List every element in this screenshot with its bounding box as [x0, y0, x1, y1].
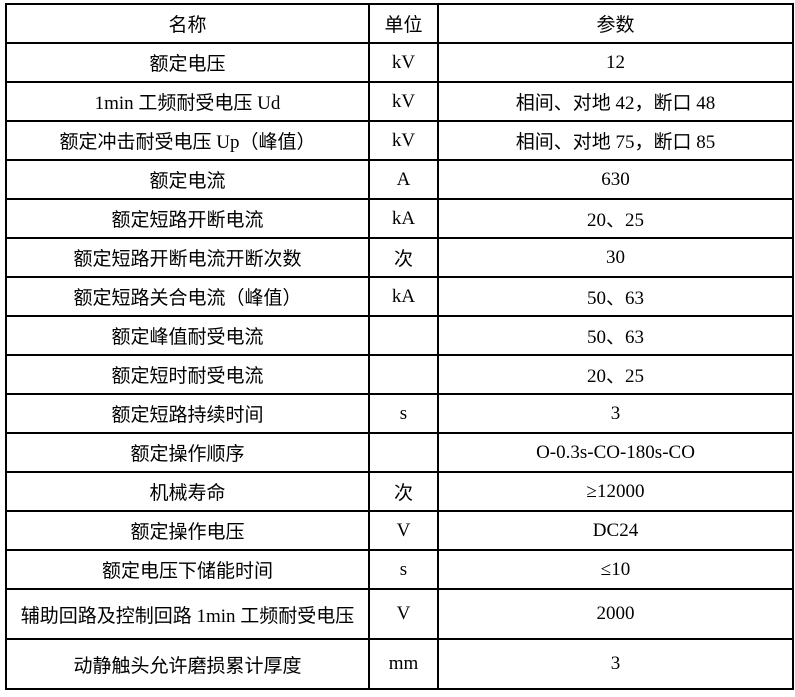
cell-unit: kV: [368, 81, 439, 122]
cell-unit: 次: [368, 237, 439, 278]
cell-name: 额定操作电压: [5, 510, 370, 551]
cell-unit: kV: [368, 42, 439, 83]
cell-unit: [368, 315, 439, 356]
table-row: 额定操作电压 V DC24: [5, 510, 794, 551]
cell-param: O-0.3s-CO-180s-CO: [437, 432, 794, 473]
table-row: 额定电流 A 630: [5, 159, 794, 200]
cell-name: 额定电压下储能时间: [5, 549, 370, 590]
cell-name: 额定电压: [5, 42, 370, 83]
spec-table: 名称 单位 参数 额定电压 kV 12 1min 工频耐受电压 Ud kV 相间…: [5, 3, 794, 690]
cell-param: 3: [437, 638, 794, 690]
cell-param: 630: [437, 159, 794, 200]
table-row: 额定短路开断电流 kA 20、25: [5, 198, 794, 239]
cell-name: 额定峰值耐受电流: [5, 315, 370, 356]
cell-name: 额定短路开断电流: [5, 198, 370, 239]
cell-unit: V: [368, 510, 439, 551]
cell-param: DC24: [437, 510, 794, 551]
cell-param: 相间、对地 42，断口 48: [437, 81, 794, 122]
cell-name: 辅助回路及控制回路 1min 工频耐受电压: [5, 588, 370, 640]
cell-unit: 次: [368, 471, 439, 512]
table-row: 额定短路关合电流（峰值） kA 50、63: [5, 276, 794, 317]
cell-name: 额定冲击耐受电压 Up（峰值）: [5, 120, 370, 161]
header-name: 名称: [5, 3, 370, 44]
cell-name: 1min 工频耐受电压 Ud: [5, 81, 370, 122]
table-row: 动静触头允许磨损累计厚度 mm 3: [5, 638, 794, 690]
table-header-row: 名称 单位 参数: [5, 3, 794, 44]
cell-unit: s: [368, 393, 439, 434]
cell-name: 额定电流: [5, 159, 370, 200]
table-row: 额定电压 kV 12: [5, 42, 794, 83]
cell-param: ≤10: [437, 549, 794, 590]
cell-param: 相间、对地 75，断口 85: [437, 120, 794, 161]
table-row: 额定操作顺序 O-0.3s-CO-180s-CO: [5, 432, 794, 473]
cell-unit: mm: [368, 638, 439, 690]
cell-name: 动静触头允许磨损累计厚度: [5, 638, 370, 690]
cell-unit: [368, 432, 439, 473]
cell-param: 2000: [437, 588, 794, 640]
cell-param: ≥12000: [437, 471, 794, 512]
cell-unit: kV: [368, 120, 439, 161]
cell-param: 20、25: [437, 354, 794, 395]
cell-unit: kA: [368, 198, 439, 239]
header-param: 参数: [437, 3, 794, 44]
header-unit: 单位: [368, 3, 439, 44]
cell-unit: [368, 354, 439, 395]
cell-name: 额定操作顺序: [5, 432, 370, 473]
table-row: 额定短路持续时间 s 3: [5, 393, 794, 434]
table-row: 额定峰值耐受电流 50、63: [5, 315, 794, 356]
cell-name: 额定短时耐受电流: [5, 354, 370, 395]
table-row: 额定短时耐受电流 20、25: [5, 354, 794, 395]
cell-param: 3: [437, 393, 794, 434]
cell-name: 额定短路开断电流开断次数: [5, 237, 370, 278]
cell-unit: kA: [368, 276, 439, 317]
cell-param: 50、63: [437, 276, 794, 317]
cell-name: 机械寿命: [5, 471, 370, 512]
cell-unit: s: [368, 549, 439, 590]
table-row: 机械寿命 次 ≥12000: [5, 471, 794, 512]
table-row: 额定冲击耐受电压 Up（峰值） kV 相间、对地 75，断口 85: [5, 120, 794, 161]
cell-name: 额定短路关合电流（峰值）: [5, 276, 370, 317]
cell-param: 50、63: [437, 315, 794, 356]
cell-param: 12: [437, 42, 794, 83]
cell-param: 30: [437, 237, 794, 278]
cell-name: 额定短路持续时间: [5, 393, 370, 434]
table-row: 额定电压下储能时间 s ≤10: [5, 549, 794, 590]
cell-unit: A: [368, 159, 439, 200]
cell-unit: V: [368, 588, 439, 640]
table-row: 辅助回路及控制回路 1min 工频耐受电压 V 2000: [5, 588, 794, 640]
table-row: 1min 工频耐受电压 Ud kV 相间、对地 42，断口 48: [5, 81, 794, 122]
cell-param: 20、25: [437, 198, 794, 239]
table-row: 额定短路开断电流开断次数 次 30: [5, 237, 794, 278]
